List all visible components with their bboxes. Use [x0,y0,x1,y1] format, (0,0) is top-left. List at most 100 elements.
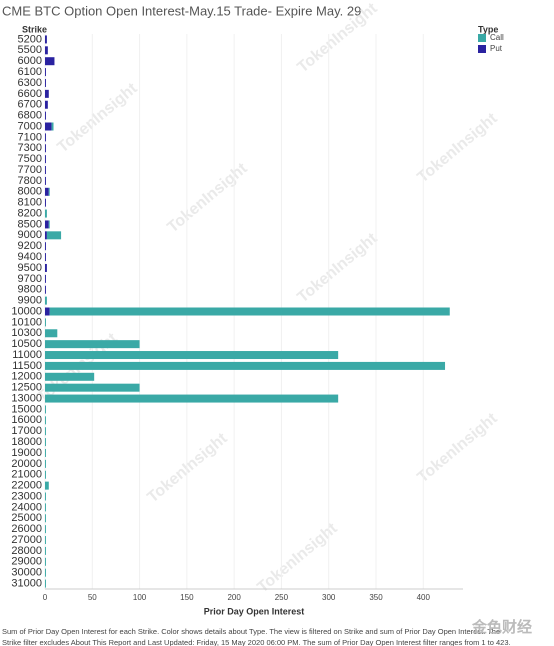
bar [45,492,46,501]
bar [45,253,46,262]
bar [45,416,46,425]
y-tick-label: 10000 [11,305,42,317]
y-tick-label: 16000 [11,414,42,426]
bar [45,318,46,327]
y-tick-label: 9800 [18,284,42,296]
y-tick-label: 11000 [12,349,42,361]
bar [45,448,46,457]
y-tick-label: 6600 [18,88,42,100]
x-tick-label: 300 [322,593,336,602]
x-tick-label: 150 [180,593,194,602]
watermark: TokenInsight [414,410,501,487]
bar [45,383,140,392]
y-tick-label: 6800 [18,110,42,122]
watermark: TokenInsight [294,230,381,307]
bar [45,122,52,131]
bar [45,351,339,360]
bar [45,340,140,349]
bar [45,35,47,44]
y-tick-label: 5200 [18,33,42,45]
y-tick-label: 17000 [11,425,42,437]
y-tick-label: 13000 [11,392,42,404]
footnote: Sum of Prior Day Open Interest for each … [2,627,500,636]
bar [45,100,48,109]
x-tick-label: 50 [88,593,97,602]
y-tick-label: 5500 [18,44,42,56]
y-tick-label: 10500 [11,338,42,350]
bar [45,329,58,338]
bar [45,557,46,566]
bar [45,187,49,196]
bar [45,220,49,229]
watermark: TokenInsight [414,110,501,187]
bar [45,231,47,240]
y-tick-label: 7500 [18,153,42,165]
y-tick-label: 31000 [11,577,42,589]
x-tick-label: 0 [43,593,48,602]
y-tick-label: 7300 [18,142,42,154]
bar [45,89,49,98]
bar [45,57,55,66]
y-tick-label: 7700 [18,164,42,176]
bar [45,536,46,545]
y-tick-label: 9400 [18,251,42,263]
bar [45,46,48,55]
bar [45,307,50,316]
bar [45,372,95,381]
y-tick-label: 29000 [11,556,42,568]
y-tick-label: 6100 [18,66,42,78]
y-tick-label: 24000 [11,501,42,513]
footnote: Strike filter excludes About This Report… [2,638,511,646]
y-tick-label: 6700 [18,99,42,111]
y-tick-label: 8000 [18,186,42,198]
y-axis-title: Strike [22,24,47,34]
legend-swatch [478,45,486,53]
y-tick-label: 22000 [11,480,42,492]
bar [45,285,46,294]
y-tick-label: 23000 [11,490,42,502]
y-tick-label: 8100 [18,197,42,209]
bar [45,166,46,175]
y-tick-label: 6000 [18,55,42,67]
bar [51,122,54,131]
bar [45,546,46,555]
y-tick-label: 7800 [18,175,42,187]
bar [48,220,50,229]
y-tick-label: 7000 [18,120,42,132]
watermark: TokenInsight [254,520,341,597]
y-tick-label: 25000 [11,512,42,524]
bar [45,427,46,436]
bar [45,361,446,370]
bar [45,198,46,207]
chart-title: CME BTC Option Open Interest-May.15 Trad… [2,3,361,18]
x-tick-label: 200 [227,593,241,602]
bar [45,155,46,164]
y-tick-label: 26000 [11,523,42,535]
y-tick-label: 9700 [18,273,42,285]
bar [45,242,46,251]
bar [45,133,46,142]
bar [45,405,46,414]
bar [49,307,450,316]
bar [45,263,47,272]
bar [45,78,46,87]
y-tick-label: 20000 [11,458,42,470]
y-tick-label: 8500 [18,218,42,230]
bar [45,525,46,534]
y-tick-label: 9000 [18,229,42,241]
y-tick-label: 10300 [11,327,42,339]
bar [45,176,46,185]
x-tick-label: 250 [275,593,289,602]
bar [45,394,339,403]
watermark: TokenInsight [54,80,141,157]
y-tick-label: 7100 [18,131,42,143]
y-tick-label: 15000 [11,403,42,415]
y-tick-label: 12000 [11,371,42,383]
bar [45,470,46,479]
y-tick-label: 9900 [18,295,42,307]
legend-label: Put [490,44,503,53]
bar [45,68,46,77]
watermark: TokenInsight [144,430,231,507]
bar [45,296,47,305]
